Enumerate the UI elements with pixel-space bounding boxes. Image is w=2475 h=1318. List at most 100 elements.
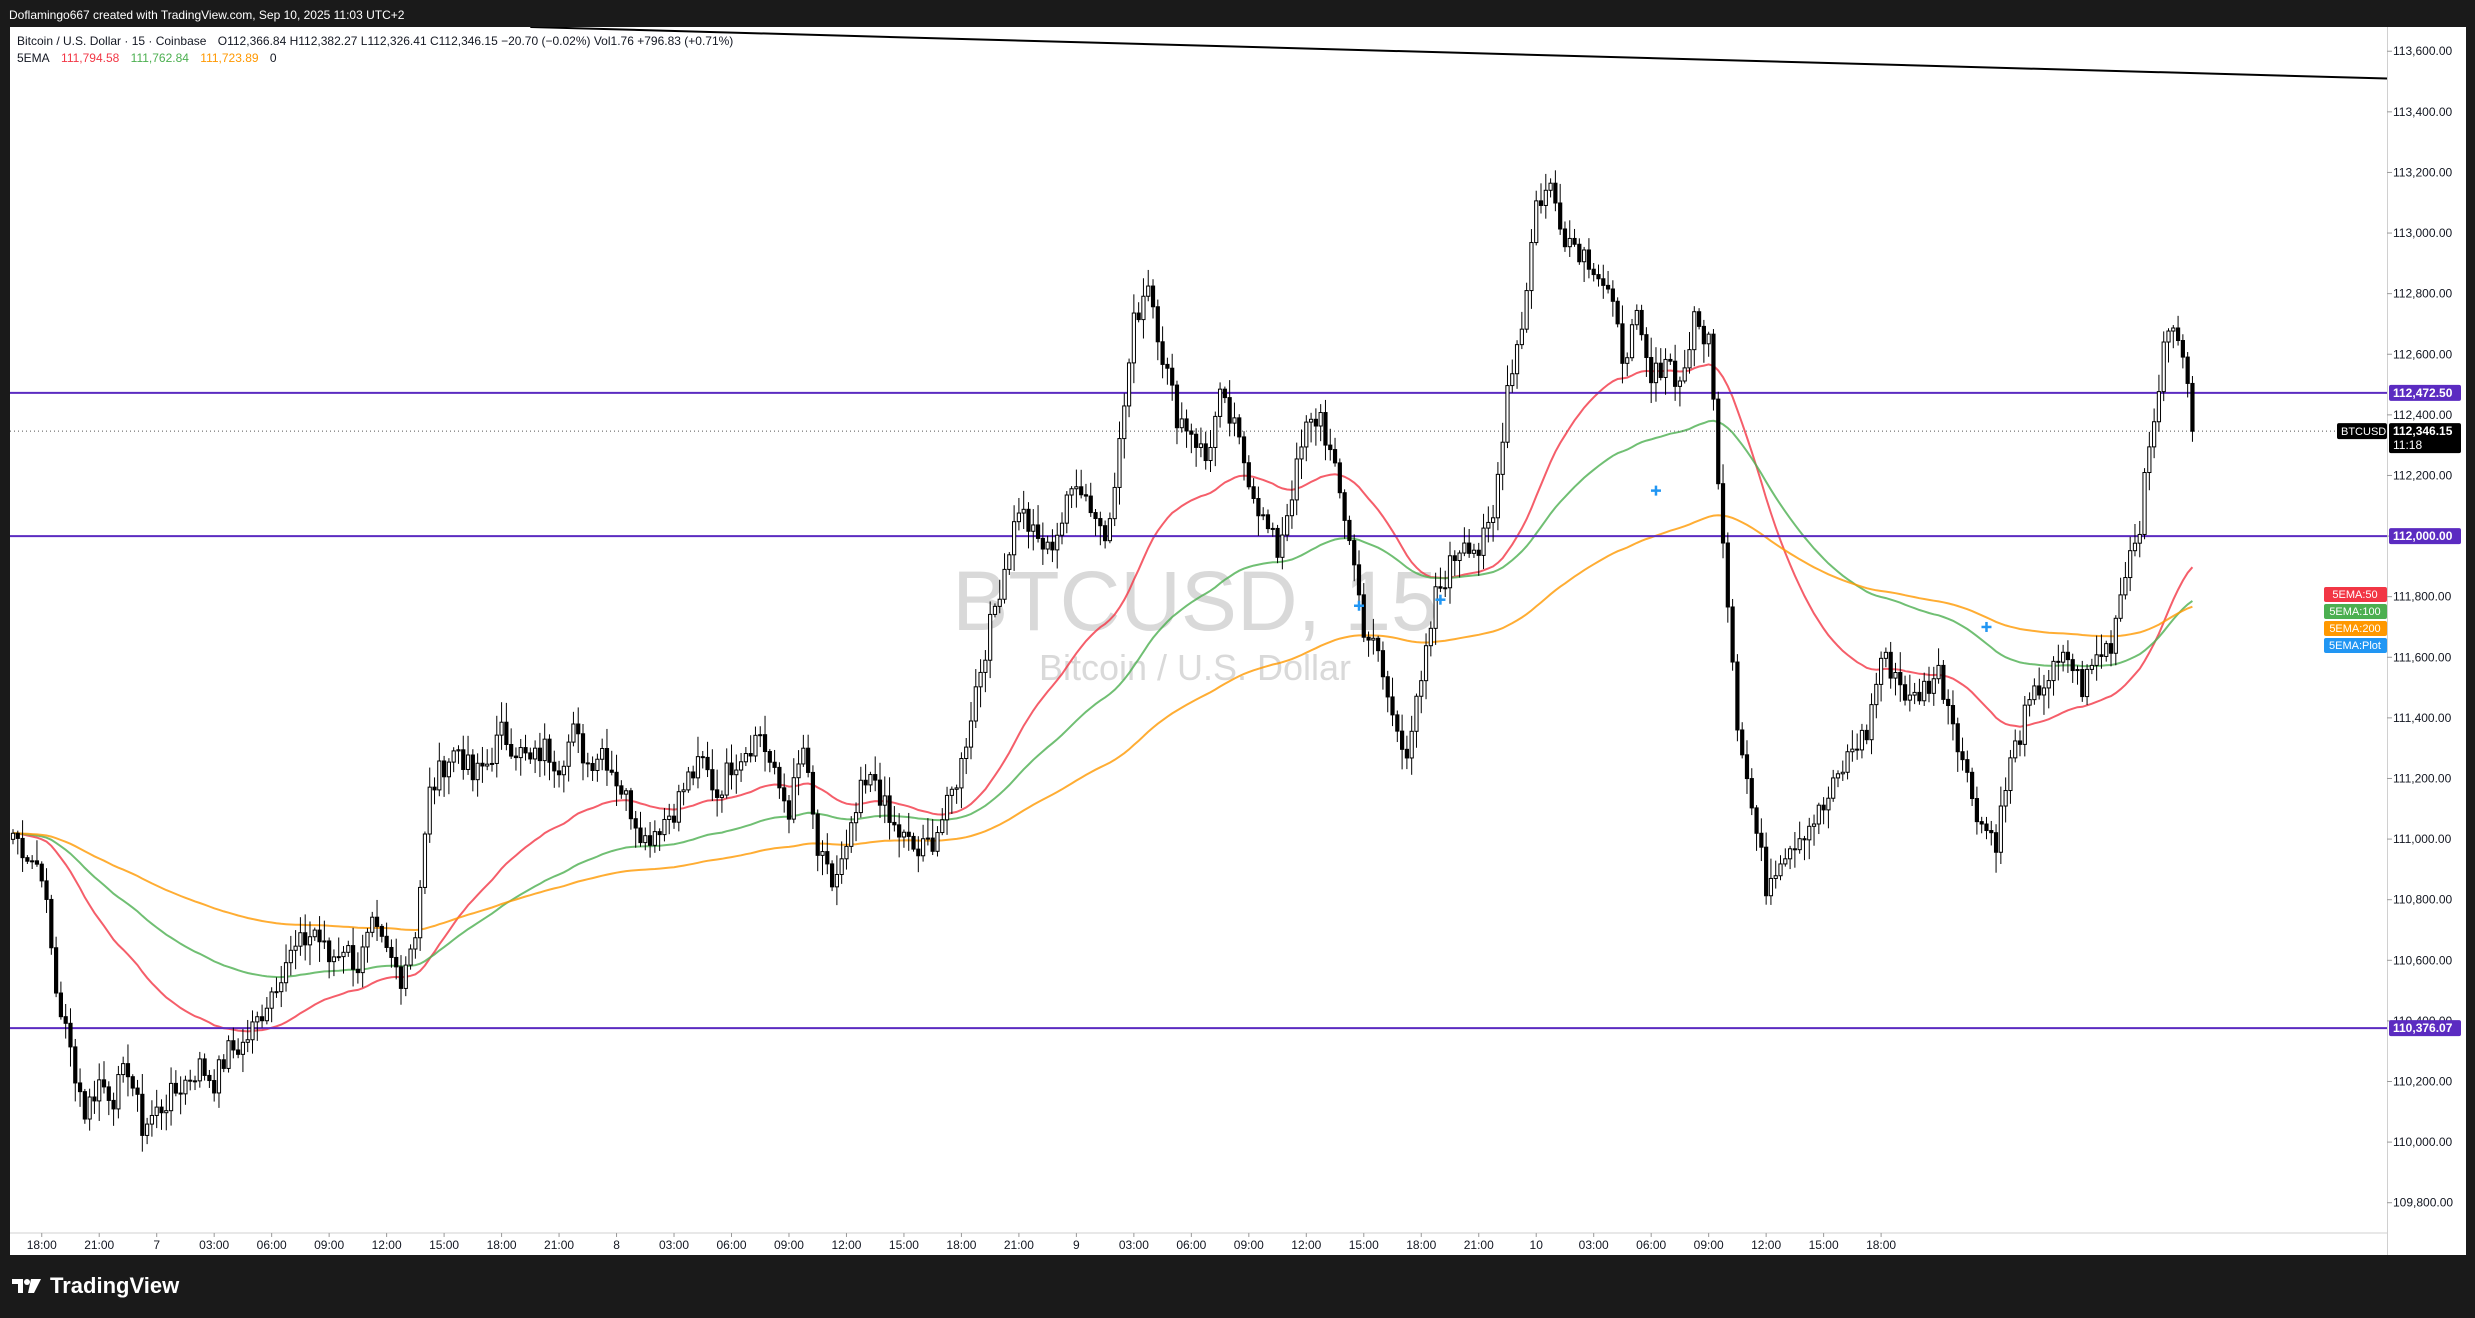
candle	[1471, 543, 1477, 558]
candle	[1993, 824, 1999, 873]
candle	[1634, 304, 1639, 330]
legend-symbol[interactable]: Bitcoin / U.S. Dollar · 15 · Coinbase	[17, 34, 207, 48]
candle	[782, 773, 787, 813]
legend-ema100-value: 111,762.84	[130, 51, 189, 65]
candle	[1778, 855, 1783, 881]
candle	[2147, 431, 2152, 491]
candle	[1855, 733, 1860, 760]
candle	[1232, 402, 1237, 437]
candle	[346, 940, 351, 957]
candle	[695, 736, 701, 789]
candle	[877, 762, 883, 819]
legend-plot-value: 0	[269, 51, 277, 65]
x-tick-label: 21:00	[1004, 1238, 1034, 1252]
candle	[188, 1069, 193, 1091]
x-tick-label: 21:00	[544, 1238, 574, 1252]
candle	[647, 822, 653, 858]
price-axis[interactable]	[2387, 27, 2466, 1255]
candle	[1174, 380, 1180, 445]
candle	[1050, 529, 1055, 563]
x-axis[interactable]: 18:00 21:00 7 03:00 06:00 09:00 12:00 15:00 18:0…	[10, 1232, 2387, 1255]
candle	[2190, 376, 2195, 442]
candle	[1304, 415, 1309, 462]
candle	[231, 1027, 236, 1059]
candle	[1898, 652, 1903, 702]
plot-area[interactable]	[10, 27, 2387, 1233]
level-price-label: 110,376.07	[2393, 1021, 2453, 1035]
candle	[336, 937, 341, 962]
candle	[580, 724, 586, 781]
candle	[355, 952, 360, 984]
candle	[1409, 715, 1414, 775]
candle	[1423, 633, 1429, 700]
candle	[533, 740, 538, 774]
candle	[121, 1056, 126, 1083]
candle	[1649, 337, 1654, 404]
candle	[2132, 523, 2138, 557]
plot-marker	[1353, 600, 1364, 611]
candle	[1007, 552, 1012, 575]
candle	[1510, 359, 1515, 393]
legend-ema-label[interactable]: 5EMA	[17, 51, 50, 65]
candle	[322, 920, 327, 949]
level-price-badge-1[interactable]: 112,472.50	[2389, 384, 2461, 401]
series-badge-label: 5EMA:100	[2329, 606, 2380, 618]
candle	[1395, 710, 1400, 743]
candle	[1059, 512, 1065, 545]
candle	[643, 827, 648, 851]
plot-marker	[1981, 621, 1992, 632]
candle	[2156, 374, 2162, 432]
candle	[743, 747, 748, 767]
candle	[1208, 429, 1213, 473]
candle	[1505, 365, 1510, 449]
candle	[1352, 534, 1357, 582]
candle	[1874, 672, 1879, 719]
candle	[384, 922, 389, 953]
candle	[1155, 299, 1160, 361]
candle	[461, 735, 466, 780]
candle	[1093, 508, 1098, 536]
level-price-badge-3[interactable]: 110,376.07	[2389, 1020, 2461, 1037]
candle	[30, 855, 35, 869]
candle	[604, 728, 610, 786]
candle	[1126, 358, 1132, 418]
level-price-label: 112,000.00	[2393, 529, 2453, 543]
candle	[1265, 509, 1271, 534]
candle	[451, 747, 456, 773]
candle	[2094, 635, 2099, 681]
candle	[1040, 522, 1045, 565]
candle	[2013, 729, 2018, 763]
candle	[1098, 511, 1103, 546]
candle	[1433, 572, 1438, 645]
candle	[992, 603, 998, 618]
candle	[1538, 183, 1544, 214]
candle	[360, 934, 365, 988]
trendline[interactable]	[530, 27, 2387, 80]
candle	[2022, 695, 2027, 757]
candle	[2061, 644, 2066, 672]
y-tick-label: 110,000.00	[2393, 1135, 2452, 1149]
x-tick-label: 09:00	[1234, 1238, 1264, 1252]
x-tick-label: 15:00	[889, 1238, 919, 1252]
level-price-badge-2[interactable]: 112,000.00	[2389, 528, 2461, 545]
candle	[1625, 352, 1630, 377]
candle	[825, 833, 830, 875]
tradingview-logo[interactable]: TradingView	[12, 1273, 179, 1299]
candle	[130, 1074, 135, 1097]
candle	[676, 784, 681, 832]
candle	[1941, 660, 1946, 704]
x-tick-label: 21:00	[84, 1238, 114, 1252]
candle	[949, 786, 954, 814]
candle	[1280, 517, 1285, 570]
candle	[2137, 520, 2142, 558]
candle	[1984, 816, 1989, 840]
candle	[2084, 664, 2090, 705]
candle	[1826, 786, 1831, 829]
candle	[1323, 399, 1328, 461]
candle	[370, 911, 375, 938]
candle	[600, 738, 605, 771]
candle	[1294, 442, 1299, 516]
candle	[1979, 816, 1984, 834]
